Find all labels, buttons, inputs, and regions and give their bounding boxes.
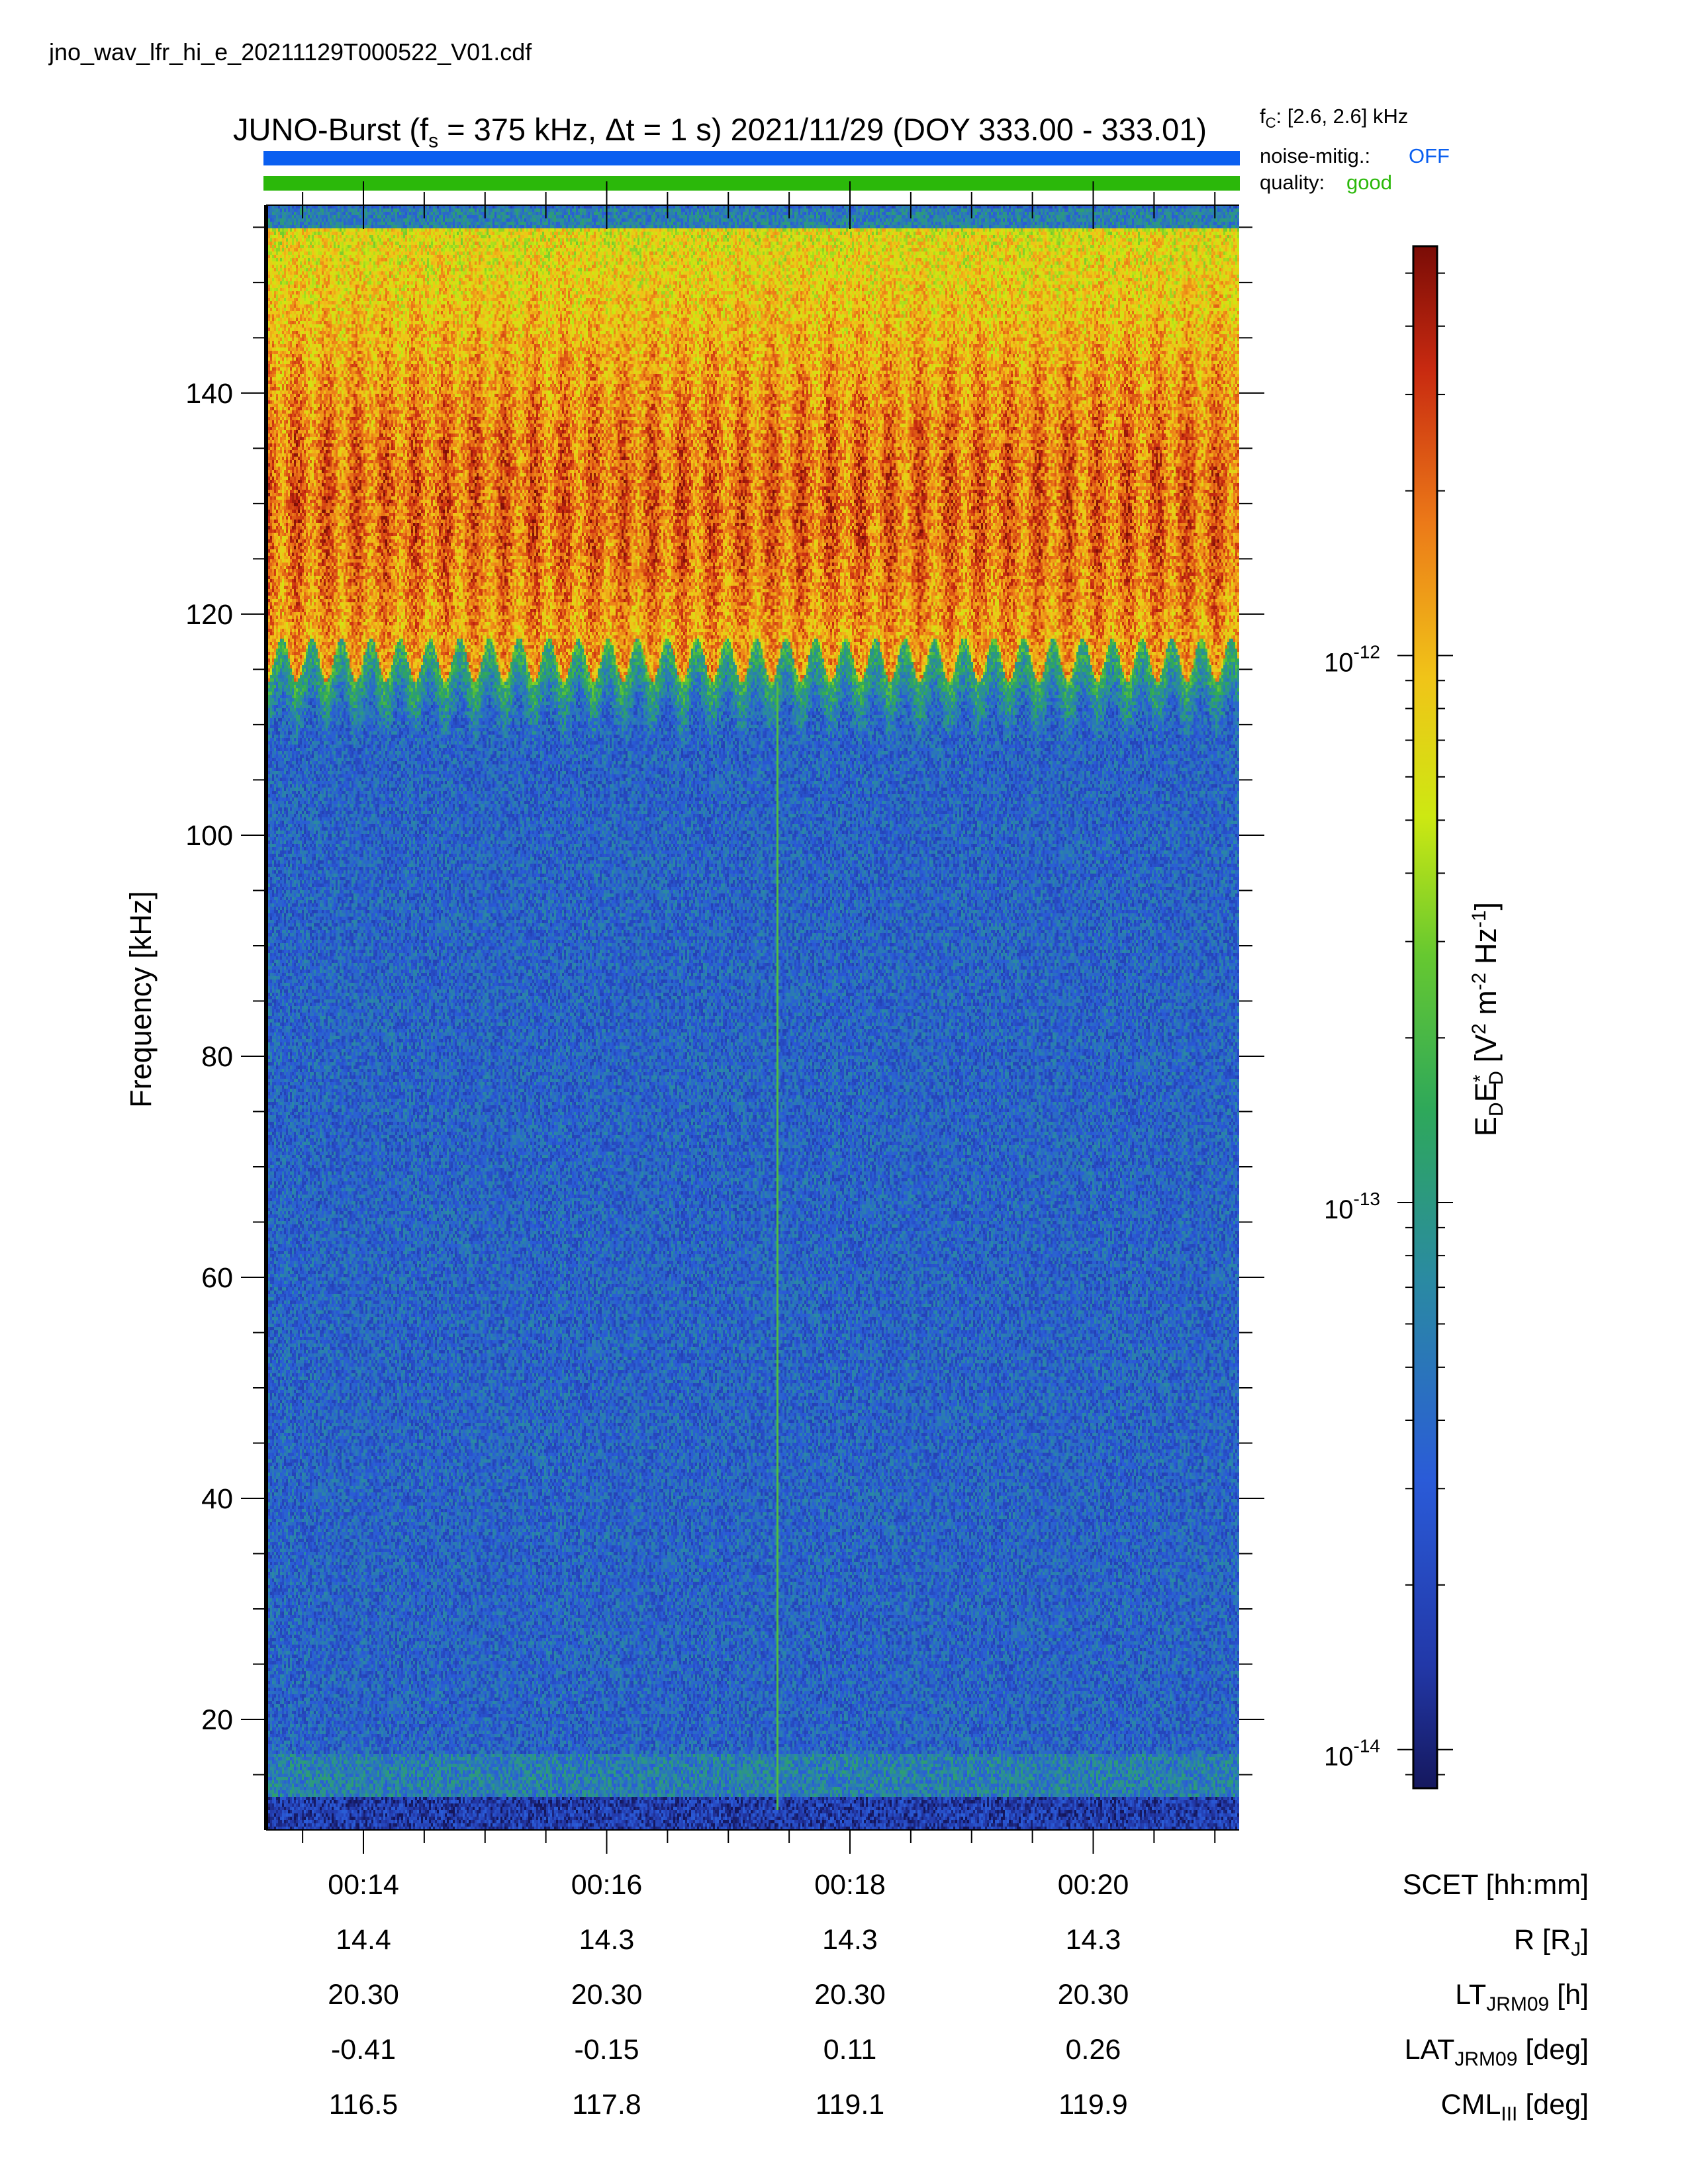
noise-mitigation-bar <box>263 151 1240 165</box>
spectrogram-heatmap <box>266 205 1239 1830</box>
quality-label: quality: <box>1260 171 1325 194</box>
noise-mitigation-value: OFF <box>1409 144 1450 167</box>
ephemeris-value: 20.30 <box>328 1979 399 2011</box>
ephemeris-value: 0.11 <box>823 2034 877 2066</box>
y-axis-tick-labels: 20 40 60 80 100 120 140 <box>185 378 233 1736</box>
ephemeris-value: 14.4 <box>336 1924 391 1956</box>
y-tick-label: 100 <box>185 820 233 852</box>
quality-value: good <box>1346 171 1392 194</box>
ephemeris-value: -0.41 <box>331 2034 396 2066</box>
ephemeris-value: 0.26 <box>1066 2034 1121 2066</box>
x-tick-label: 00:18 <box>814 1869 886 1901</box>
ephemeris-value: -0.15 <box>574 2034 639 2066</box>
ephemeris-value: 20.30 <box>1058 1979 1129 2011</box>
ephemeris-value: 119.1 <box>816 2089 884 2120</box>
ephemeris-label: R [RJ] <box>1514 1924 1589 1960</box>
colorbar-title: EDE*D [V2 m-2 Hz-1] <box>1468 902 1507 1136</box>
x-axis-tick-labels: 00:14 00:16 00:18 00:20 <box>328 1869 1129 1901</box>
fc-subscript: C <box>1265 114 1276 132</box>
ephemeris-label: CMLIII [deg] <box>1441 2089 1589 2125</box>
spectrogram-plot-area <box>266 205 1239 1830</box>
ephemeris-value: 20.30 <box>814 1979 886 2011</box>
ephemeris-value: 14.3 <box>1066 1924 1121 1956</box>
y-axis-ticks <box>241 226 1264 1776</box>
colorbar-tick-labels: 10-14 10-13 10-12 <box>1324 641 1380 1771</box>
ephemeris-value: 116.5 <box>329 2089 398 2120</box>
y-tick-label: 20 <box>201 1704 233 1736</box>
y-tick-label: 80 <box>201 1041 233 1073</box>
y-axis-label: Frequency [kHz] <box>124 891 158 1108</box>
x-axis-label: SCET [hh:mm] <box>1403 1869 1589 1901</box>
file-name: jno_wav_lfr_hi_e_20211129T000522_V01.cdf <box>49 38 532 66</box>
ephemeris-table: 14.4 14.3 14.3 14.3 R [RJ] 20.30 20.30 20.30 20.… <box>328 1924 1589 2125</box>
fc-rest: : [2.6, 2.6] kHz <box>1276 105 1409 128</box>
ephemeris-label: LATJRM09 [deg] <box>1405 2034 1589 2070</box>
quality-bar <box>263 176 1240 191</box>
colorbar-ticks <box>1397 272 1453 1776</box>
x-axis-ticks <box>302 181 1216 1854</box>
title-prefix: JUNO-Burst (f <box>233 112 429 147</box>
title-subscript: s <box>428 130 439 152</box>
noise-mitigation-label: noise-mitig.: <box>1260 144 1371 167</box>
ephemeris-value: 14.3 <box>822 1924 878 1956</box>
x-tick-label: 00:16 <box>571 1869 643 1901</box>
y-tick-label: 120 <box>185 599 233 631</box>
colorbar-tick-label: 10-13 <box>1324 1189 1380 1224</box>
fc-prefix: f <box>1260 105 1266 128</box>
axis-frame <box>264 205 1239 1831</box>
ephemeris-label: LTJRM09 [h] <box>1455 1979 1589 2015</box>
title-rest: = 375 kHz, Δt = 1 s) 2021/11/29 (DOY 333… <box>438 112 1207 147</box>
colorbar <box>1412 245 1438 1790</box>
y-tick-label: 140 <box>185 378 233 410</box>
ephemeris-value: 20.30 <box>571 1979 643 2011</box>
colorbar-tick-label: 10-14 <box>1324 1736 1380 1772</box>
ephemeris-value: 119.9 <box>1058 2089 1127 2120</box>
y-tick-label: 40 <box>201 1483 233 1515</box>
y-tick-label: 60 <box>201 1262 233 1294</box>
x-tick-label: 00:14 <box>328 1869 399 1901</box>
x-tick-label: 00:20 <box>1058 1869 1129 1901</box>
ephemeris-value: 14.3 <box>579 1924 635 1956</box>
fc-label: fC: [2.6, 2.6] kHz <box>1260 105 1408 132</box>
chart-title: JUNO-Burst (fs = 375 kHz, Δt = 1 s) 2021… <box>233 111 1207 152</box>
colorbar-tick-label: 10-12 <box>1324 641 1380 677</box>
ephemeris-value: 117.8 <box>572 2089 641 2120</box>
